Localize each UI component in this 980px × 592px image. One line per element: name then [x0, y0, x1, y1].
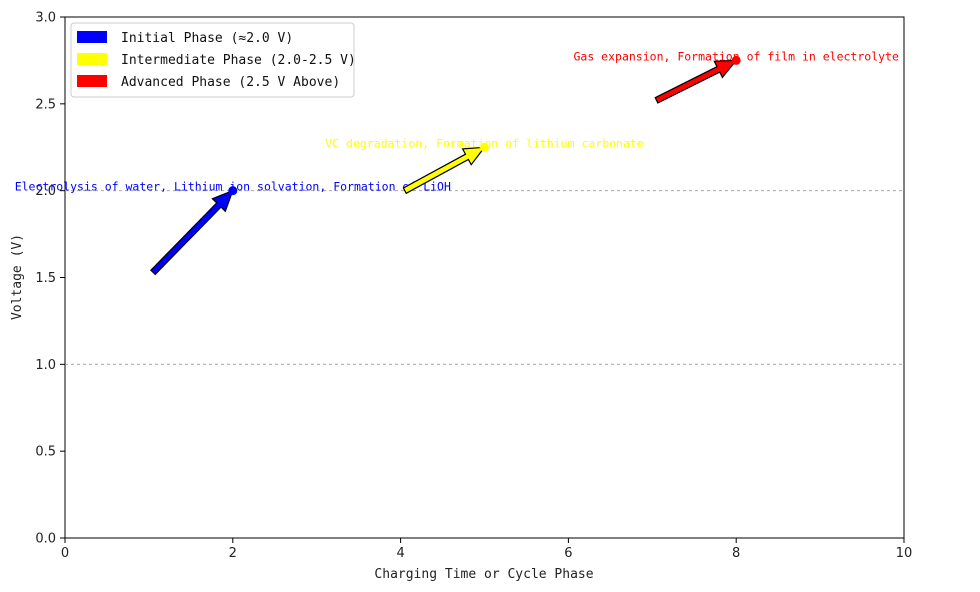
annotation-arrow-2	[402, 146, 486, 195]
legend-swatch-2	[77, 53, 107, 65]
data-point-2	[480, 142, 489, 152]
plot-area	[64, 16, 905, 539]
legend-swatch-1	[77, 31, 107, 43]
legend-label-2: Intermediate Phase (2.0-2.5 V)	[121, 53, 356, 68]
annotation-label-3: Gas expansion, Formation of film in elec…	[573, 49, 898, 63]
y-tick-label: 1.5	[35, 271, 56, 286]
legend-frame	[70, 22, 355, 98]
data-marks: Electrolysis of water, Lithium ion solva…	[15, 49, 899, 276]
annotation-label-2: VC degradation, Formation of lithium car…	[325, 136, 644, 150]
annotation-arrow-1	[150, 189, 234, 276]
x-tick-label: 6	[564, 546, 572, 561]
axis-ticks: 0 2 4 6 8 10 0.0 0.5 1.0 1.5 2.0 2.5 3.0	[35, 11, 912, 562]
x-tick-label: 4	[396, 546, 404, 561]
y-tick-label: 1.0	[35, 358, 56, 373]
grid-lines	[65, 190, 904, 365]
legend-label-1: Initial Phase (≈2.0 V)	[121, 31, 293, 46]
y-tick-label: 3.0	[35, 11, 56, 26]
y-tick-label: 0.5	[35, 445, 56, 460]
x-tick-label: 8	[732, 546, 740, 561]
x-tick-label: 10	[896, 546, 913, 561]
annotation-arrow-3	[654, 59, 738, 104]
x-tick-label: 0	[61, 546, 69, 561]
y-tick-label: 0.0	[35, 532, 56, 547]
x-axis-title: Charging Time or Cycle Phase	[374, 567, 593, 582]
annotation-label-1: Electrolysis of water, Lithium ion solva…	[15, 180, 451, 194]
legend-label-3: Advanced Phase (2.5 V Above)	[121, 75, 340, 90]
y-axis-title: Voltage (V)	[10, 234, 25, 320]
data-point-3	[731, 55, 741, 65]
data-point-1	[228, 186, 238, 196]
y-tick-label: 2.0	[35, 184, 56, 199]
y-tick-label: 2.5	[35, 97, 56, 112]
x-tick-label: 2	[229, 546, 237, 561]
legend: Initial Phase (≈2.0 V) Intermediate Phase…	[70, 22, 356, 98]
legend-swatch-3	[77, 75, 107, 87]
